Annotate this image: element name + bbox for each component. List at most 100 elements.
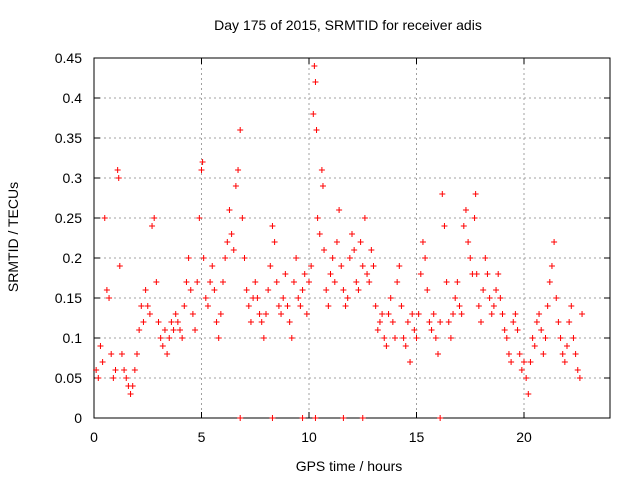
axes: 0 5 10 15 20 0 0.05 0.1 0.15 0.2 0.25 0.3 0.35 0.4 0.4… [55, 50, 611, 445]
data-point [536, 311, 543, 317]
data-point [93, 367, 100, 373]
data-point [357, 239, 364, 245]
data-point [458, 311, 465, 317]
data-point [527, 359, 534, 365]
data-point [548, 263, 555, 269]
data-point [430, 311, 437, 317]
data-point [293, 255, 300, 261]
data-point [503, 335, 510, 341]
data-point [196, 215, 203, 221]
data-point [267, 263, 274, 269]
data-point [314, 215, 321, 221]
data-point [432, 335, 439, 341]
data-point [518, 367, 525, 373]
data-point [505, 351, 512, 357]
data-point [443, 279, 450, 285]
data-point [323, 287, 330, 293]
data-point [142, 287, 149, 293]
data-point [437, 319, 444, 325]
data-point [116, 263, 123, 269]
data-point [295, 295, 302, 301]
data-point [366, 279, 373, 285]
data-point [136, 327, 143, 333]
data-point [564, 343, 570, 349]
data-point [553, 295, 560, 301]
data-point [488, 311, 495, 317]
data-point [319, 183, 326, 189]
data-point [576, 375, 583, 381]
data-points [93, 63, 586, 421]
data-point [265, 287, 272, 293]
data-point [140, 319, 147, 325]
data-point [278, 311, 285, 317]
data-point [486, 295, 493, 301]
data-point [290, 279, 297, 285]
data-point [269, 415, 276, 421]
data-point [342, 303, 349, 309]
data-point [478, 319, 484, 325]
data-point [338, 263, 345, 269]
y-tick-label: 0 [74, 410, 82, 426]
data-point [441, 223, 448, 229]
data-point [258, 319, 265, 325]
data-point [101, 215, 108, 221]
data-point [166, 335, 173, 341]
data-point [204, 303, 211, 309]
data-point [149, 223, 156, 229]
data-point [555, 319, 562, 325]
data-point [220, 279, 226, 285]
data-point [114, 167, 121, 173]
data-point [181, 303, 188, 309]
data-point [460, 223, 467, 229]
data-point [568, 303, 575, 309]
data-point [472, 191, 479, 197]
data-point [544, 303, 551, 309]
data-point [349, 231, 355, 237]
data-point [230, 247, 237, 253]
data-point [437, 415, 444, 421]
data-point [424, 287, 431, 293]
data-point [321, 247, 328, 253]
data-point [508, 359, 515, 365]
data-point [422, 255, 429, 261]
data-point [379, 311, 386, 317]
data-point [129, 383, 136, 389]
data-point [419, 239, 426, 245]
data-point [411, 327, 418, 333]
data-point [389, 319, 396, 325]
data-point [499, 311, 506, 317]
data-point [170, 327, 177, 333]
data-point [400, 335, 407, 341]
data-point [346, 255, 353, 261]
data-point [336, 207, 343, 213]
data-point [263, 311, 269, 317]
data-point [331, 279, 338, 285]
data-point [106, 295, 113, 301]
data-point [387, 295, 394, 301]
data-point [297, 303, 304, 309]
data-point [490, 303, 497, 309]
data-point [456, 303, 463, 309]
x-tick-label: 5 [198, 429, 206, 445]
data-point [394, 279, 401, 285]
data-point [224, 239, 231, 245]
data-point [512, 311, 519, 317]
data-point [243, 287, 250, 293]
y-tick-label: 0.3 [63, 170, 83, 186]
data-point [312, 79, 319, 85]
y-tick-label: 0.05 [55, 370, 82, 386]
data-point [222, 255, 229, 261]
data-point [327, 271, 334, 277]
data-point [340, 415, 347, 421]
x-tick-label: 20 [516, 429, 532, 445]
y-tick-label: 0.2 [63, 250, 83, 266]
data-point [241, 255, 248, 261]
data-point [473, 271, 480, 277]
data-point [301, 271, 308, 277]
data-point [450, 311, 457, 317]
data-point [127, 391, 134, 397]
data-point [226, 207, 233, 213]
data-point [185, 255, 192, 261]
data-point [155, 319, 162, 325]
